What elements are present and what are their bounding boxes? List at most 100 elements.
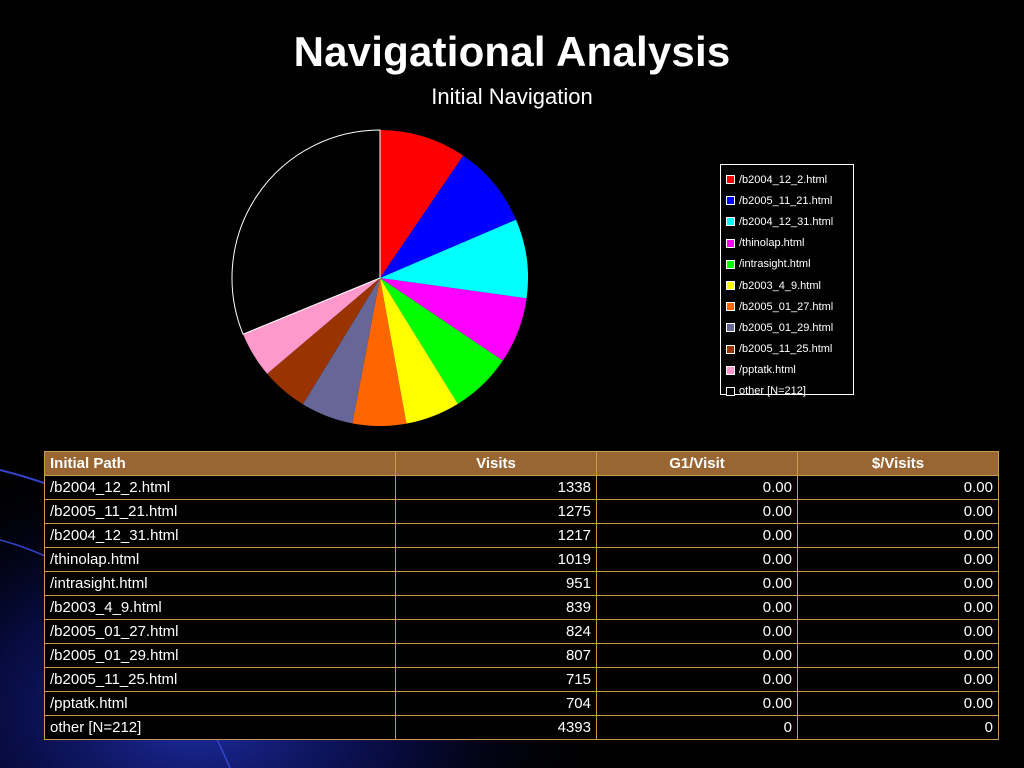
cell-g1-visit: 0.00 [596, 499, 798, 524]
cell-visits: 1217 [395, 523, 597, 548]
table-row: /b2005_11_21.html 1275 0.00 0.00 [44, 499, 999, 524]
pie-slice [231, 129, 381, 335]
legend-swatch [726, 281, 735, 291]
legend-label: other [N=212] [739, 385, 806, 398]
cell-visits: 1338 [395, 475, 597, 500]
header-initial-path: Initial Path [44, 451, 396, 476]
cell-visits: 704 [395, 691, 597, 716]
table-row: /b2003_4_9.html 839 0.00 0.00 [44, 595, 999, 620]
cell-visits: 839 [395, 595, 597, 620]
cell-g1-visit: 0.00 [596, 643, 798, 668]
legend-label: /thinolap.html [739, 237, 805, 250]
pie-slice [380, 278, 503, 404]
legend-swatch [726, 344, 735, 354]
legend-label: /b2004_12_31.html [739, 215, 834, 228]
legend-swatch [726, 217, 735, 227]
table-row: /b2005_01_29.html 807 0.00 0.00 [44, 643, 999, 668]
cell-g1-visit: 0.00 [596, 523, 798, 548]
cell-initial-path: /intrasight.html [44, 571, 396, 596]
header-visits: Visits [395, 451, 597, 476]
cell-g1-visit: 0 [596, 715, 798, 740]
cell-g1-visit: 0.00 [596, 547, 798, 572]
cell-dollar-visits: 0.00 [797, 499, 999, 524]
legend-label: /b2005_01_29.html [739, 321, 834, 334]
table-row: other [N=212] 4393 0 0 [44, 715, 999, 740]
cell-visits: 951 [395, 571, 597, 596]
legend-swatch [726, 365, 735, 375]
legend-item: /thinolap.html [726, 233, 853, 254]
cell-g1-visit: 0.00 [596, 619, 798, 644]
cell-initial-path: /b2004_12_2.html [44, 475, 396, 500]
cell-dollar-visits: 0.00 [797, 595, 999, 620]
legend-item: /b2004_12_31.html [726, 211, 853, 232]
cell-visits: 715 [395, 667, 597, 692]
legend-swatch [726, 175, 735, 185]
cell-initial-path: /b2005_11_25.html [44, 667, 396, 692]
legend-swatch [726, 238, 735, 248]
cell-g1-visit: 0.00 [596, 595, 798, 620]
pie-slice [243, 278, 380, 374]
cell-g1-visit: 0.00 [596, 571, 798, 596]
cell-visits: 807 [395, 643, 597, 668]
cell-dollar-visits: 0.00 [797, 643, 999, 668]
cell-dollar-visits: 0.00 [797, 475, 999, 500]
cell-dollar-visits: 0.00 [797, 667, 999, 692]
table-row: /b2005_11_25.html 715 0.00 0.00 [44, 667, 999, 692]
pie-slice [380, 278, 527, 361]
page-subtitle: Initial Navigation [431, 84, 593, 109]
legend-item: /b2005_01_27.html [726, 296, 853, 317]
cell-initial-path: /b2005_11_21.html [44, 499, 396, 524]
pie-slice [352, 278, 407, 426]
cell-g1-visit: 0.00 [596, 691, 798, 716]
legend-item: /pptatk.html [726, 360, 853, 381]
legend-swatch [726, 323, 735, 333]
cell-visits: 824 [395, 619, 597, 644]
cell-g1-visit: 0.00 [596, 475, 798, 500]
pie-chart [231, 129, 528, 426]
cell-initial-path: /thinolap.html [44, 547, 396, 572]
navigation-table: Initial Path Visits G1/Visit $/Visits /b… [44, 451, 999, 740]
cell-dollar-visits: 0.00 [797, 571, 999, 596]
legend-item: /b2005_11_21.html [726, 190, 853, 211]
table-header-row: Initial Path Visits G1/Visit $/Visits [44, 451, 999, 476]
cell-initial-path: /b2005_01_27.html [44, 619, 396, 644]
header-g1-visit: G1/Visit [596, 451, 798, 476]
cell-dollar-visits: 0.00 [797, 523, 999, 548]
legend-label: /b2004_12_2.html [739, 173, 828, 186]
cell-g1-visit: 0.00 [596, 667, 798, 692]
cell-visits: 4393 [395, 715, 597, 740]
legend-swatch [726, 196, 735, 206]
legend-label: /b2005_11_21.html [739, 194, 833, 207]
legend-item: /b2005_01_29.html [726, 317, 853, 338]
cell-visits: 1019 [395, 547, 597, 572]
legend-item: /b2004_12_2.html [726, 169, 853, 190]
legend-swatch [726, 386, 735, 396]
legend-swatch [726, 259, 735, 269]
pie-slice [380, 155, 517, 278]
table-row: /b2004_12_31.html 1217 0.00 0.00 [44, 523, 999, 548]
header-dollar-visits: $/Visits [797, 451, 999, 476]
cell-initial-path: /pptatk.html [44, 691, 396, 716]
table-row: /intrasight.html 951 0.00 0.00 [44, 571, 999, 596]
cell-visits: 1275 [395, 499, 597, 524]
cell-dollar-visits: 0.00 [797, 547, 999, 572]
legend-item: /b2005_11_25.html [726, 339, 853, 360]
pie-slice [267, 278, 380, 405]
table-row: /pptatk.html 704 0.00 0.00 [44, 691, 999, 716]
page-title: Navigational Analysis [293, 28, 731, 75]
legend-label: /b2005_01_27.html [739, 300, 834, 313]
pie-slice [302, 278, 380, 424]
legend-label: /pptatk.html [739, 364, 796, 377]
legend-label: /b2003_4_9.html [739, 279, 821, 292]
legend-item: other [N=212] [726, 381, 853, 402]
legend-label: /intrasight.html [739, 258, 811, 271]
legend-label: /b2005_11_25.html [739, 343, 833, 356]
pie-slice [380, 278, 458, 424]
legend-item: /intrasight.html [726, 254, 853, 275]
cell-initial-path: /b2004_12_31.html [44, 523, 396, 548]
table-row: /b2004_12_2.html 1338 0.00 0.00 [44, 475, 999, 500]
pie-slice [380, 219, 528, 299]
legend-swatch [726, 302, 735, 312]
cell-initial-path: /b2003_4_9.html [44, 595, 396, 620]
pie-slice [380, 130, 464, 278]
